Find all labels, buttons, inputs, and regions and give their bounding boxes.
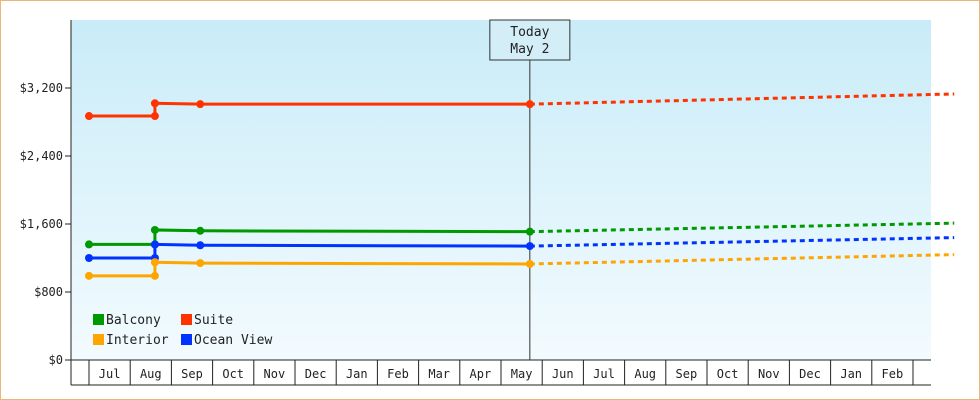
x-tick-label: Sep [181, 367, 203, 381]
x-tick-label: Feb [387, 367, 409, 381]
data-point [85, 254, 93, 262]
x-tick-label: Aug [634, 367, 656, 381]
x-tick-label: Aug [140, 367, 162, 381]
series-interior [85, 253, 955, 280]
y-tick-label: $0 [49, 353, 63, 367]
x-tick-label: Oct [717, 367, 739, 381]
legend-swatch-balcony [93, 314, 104, 325]
data-point [150, 258, 159, 267]
today-date: May 2 [510, 42, 549, 57]
forecast-line-interior [529, 253, 955, 266]
legend: Balcony Suite Interior Ocean View [93, 313, 272, 348]
data-point [196, 241, 205, 250]
x-tick-label: Oct [222, 367, 244, 381]
legend-swatch-ocean [181, 334, 192, 345]
legend-label-balcony: Balcony [106, 313, 161, 328]
y-tick-label: $2,400 [20, 149, 63, 163]
x-tick-label: Nov [264, 367, 286, 381]
legend-swatch-suite [181, 314, 192, 325]
forecast-line-ocean [529, 236, 955, 248]
y-tick-label: $3,200 [20, 81, 63, 95]
plot-area [71, 20, 931, 360]
y-axis: $0 $800 $1,600 $2,400 $3,200 [20, 20, 72, 385]
data-point [196, 226, 205, 235]
x-tick-label: Jun [552, 367, 574, 381]
legend-label-ocean: Ocean View [194, 333, 272, 348]
x-tick-label: Feb [882, 367, 904, 381]
x-tick-label: Jan [346, 367, 368, 381]
forecast-line-suite [529, 92, 955, 106]
x-tick-label: Sep [676, 367, 698, 381]
legend-label-interior: Interior [106, 333, 169, 348]
today-box [489, 19, 571, 61]
data-point [85, 240, 93, 249]
x-tick-label: Dec [799, 367, 821, 381]
data-point [85, 112, 93, 121]
x-tick-label: May [511, 367, 533, 381]
legend-label-suite: Suite [194, 313, 233, 328]
x-axis: Jul Aug Sep Oct Nov Dec Jan Feb Mar Apr May Jun Jul A… [71, 359, 931, 386]
x-tick-label: Dec [305, 367, 327, 381]
series-suite [85, 92, 955, 121]
x-tick-label: Mar [428, 367, 450, 381]
forecast-line-balcony [529, 221, 955, 234]
data-point [85, 271, 93, 280]
series-ocean [85, 236, 955, 262]
x-tick-label: Apr [470, 367, 492, 381]
y-tick-label: $800 [34, 285, 63, 299]
data-point [150, 99, 159, 108]
data-point [150, 271, 159, 280]
x-tick-label: Nov [758, 367, 780, 381]
y-tick-label: $1,600 [20, 217, 63, 231]
series-lines [85, 92, 955, 280]
data-point [196, 100, 205, 109]
data-point [525, 259, 534, 268]
data-point [196, 259, 205, 268]
data-point [525, 100, 534, 109]
x-tick-label: Jul [593, 367, 615, 381]
data-point [525, 227, 534, 236]
data-point [150, 112, 159, 121]
x-tick-label: Jul [99, 367, 121, 381]
today-marker: Today May 2 [489, 19, 571, 360]
today-label: Today [510, 25, 549, 40]
data-point [525, 242, 534, 251]
data-point [150, 225, 159, 234]
x-tick-label: Jan [840, 367, 862, 381]
legend-swatch-interior [93, 334, 104, 345]
data-point [150, 240, 159, 249]
